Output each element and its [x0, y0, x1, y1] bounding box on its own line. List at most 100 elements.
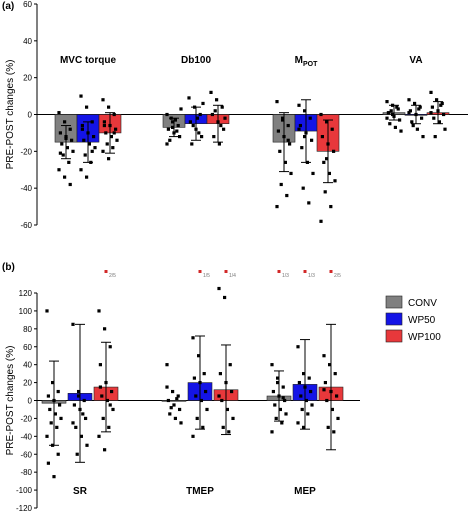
data-point — [285, 193, 289, 198]
data-point — [329, 204, 333, 209]
legend-label-wp50: WP50 — [408, 315, 436, 326]
legend-swatch-wp100 — [385, 329, 403, 343]
data-point — [230, 389, 234, 394]
data-point — [442, 112, 446, 117]
data-point — [414, 112, 418, 117]
y-tick-label: -120 — [16, 504, 33, 511]
data-point — [322, 160, 326, 164]
data-point — [305, 160, 309, 164]
data-point — [109, 135, 113, 139]
y-tick-label: 40 — [23, 361, 32, 370]
data-point — [398, 118, 402, 122]
data-point — [176, 394, 180, 398]
data-point — [432, 116, 436, 120]
data-point — [103, 448, 107, 452]
data-point — [75, 452, 79, 456]
data-point — [197, 354, 201, 358]
significance-marker — [224, 270, 228, 273]
data-point — [323, 190, 327, 194]
data-point — [281, 116, 285, 120]
significance-label: 2/5 — [109, 273, 116, 279]
data-point — [417, 107, 421, 111]
data-point — [408, 109, 412, 113]
category-label: MVC torque — [60, 55, 117, 66]
data-point — [172, 131, 176, 135]
data-point — [302, 372, 306, 376]
data-point — [169, 116, 173, 120]
data-point — [166, 127, 170, 131]
data-point — [386, 111, 390, 115]
data-point — [220, 105, 224, 109]
data-point — [107, 157, 111, 161]
data-point — [77, 389, 81, 394]
data-point — [335, 394, 339, 398]
y-tick-label: -40 — [20, 432, 32, 441]
data-point — [330, 407, 334, 412]
data-point — [191, 123, 195, 128]
data-point — [102, 123, 106, 128]
data-point — [90, 149, 94, 153]
data-point — [307, 201, 311, 205]
data-point — [221, 425, 225, 429]
y-tick-label: -40 — [20, 184, 32, 193]
data-point — [439, 103, 443, 107]
data-point — [328, 363, 332, 367]
data-point — [82, 398, 86, 403]
data-point — [225, 407, 229, 412]
data-point — [224, 380, 228, 385]
data-point — [58, 151, 62, 155]
data-point — [306, 412, 310, 416]
category-label: VA — [409, 55, 422, 66]
data-point — [418, 105, 422, 109]
data-point — [193, 105, 197, 109]
y-tick-label: -100 — [16, 486, 33, 495]
data-point — [199, 398, 203, 403]
data-point — [68, 182, 72, 187]
data-point — [391, 112, 395, 117]
data-point — [302, 425, 306, 429]
data-point — [301, 186, 305, 190]
data-point — [430, 105, 434, 109]
data-point — [56, 389, 60, 394]
data-point — [217, 286, 221, 291]
data-point — [392, 114, 396, 118]
data-point — [110, 389, 114, 394]
data-point — [200, 135, 204, 139]
data-point — [100, 394, 104, 398]
data-point — [46, 461, 50, 465]
data-point — [77, 394, 81, 398]
data-point — [198, 112, 202, 117]
category-label: TMEP — [186, 486, 214, 497]
bar-conv — [161, 400, 187, 402]
data-point — [81, 412, 85, 416]
data-point — [420, 116, 424, 120]
data-point — [270, 363, 274, 367]
data-point — [326, 425, 330, 429]
significance-marker — [303, 270, 307, 273]
data-point — [165, 112, 169, 117]
data-point — [78, 407, 82, 412]
data-point — [284, 412, 288, 416]
data-point — [85, 443, 89, 447]
data-point — [205, 407, 209, 412]
data-point — [79, 94, 83, 98]
data-point — [67, 160, 71, 164]
data-point — [86, 131, 90, 135]
data-point — [111, 407, 115, 412]
data-point — [325, 157, 329, 161]
data-point — [429, 90, 433, 94]
data-point — [320, 135, 324, 139]
data-point — [308, 116, 312, 120]
data-point — [59, 416, 63, 421]
significance-label: 2/5 — [334, 273, 341, 279]
data-point — [65, 146, 69, 150]
data-point — [216, 120, 220, 124]
data-point — [55, 425, 59, 429]
data-point — [231, 416, 235, 421]
data-point — [108, 123, 112, 128]
data-point — [209, 90, 213, 94]
data-point — [210, 112, 214, 117]
data-point — [68, 127, 72, 131]
data-point — [201, 425, 205, 429]
data-point — [165, 363, 169, 367]
